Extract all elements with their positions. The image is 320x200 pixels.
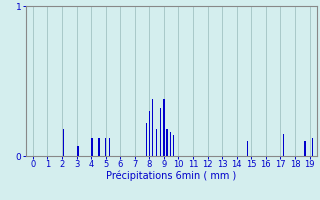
Bar <box>77 146 79 156</box>
Bar <box>160 108 161 156</box>
Bar <box>312 138 313 156</box>
Bar <box>148 111 150 156</box>
Bar <box>173 135 174 156</box>
Bar <box>146 123 147 156</box>
Bar <box>304 141 306 156</box>
Bar <box>283 134 284 156</box>
X-axis label: Précipitations 6min ( mm ): Précipitations 6min ( mm ) <box>106 171 236 181</box>
Bar <box>163 99 165 156</box>
Bar <box>247 141 248 156</box>
Bar <box>152 99 153 156</box>
Bar <box>105 138 107 156</box>
Bar <box>156 129 157 156</box>
Bar <box>170 132 171 156</box>
Bar <box>99 138 100 156</box>
Bar <box>108 138 110 156</box>
Bar <box>166 129 168 156</box>
Bar <box>91 138 92 156</box>
Bar <box>63 129 64 156</box>
